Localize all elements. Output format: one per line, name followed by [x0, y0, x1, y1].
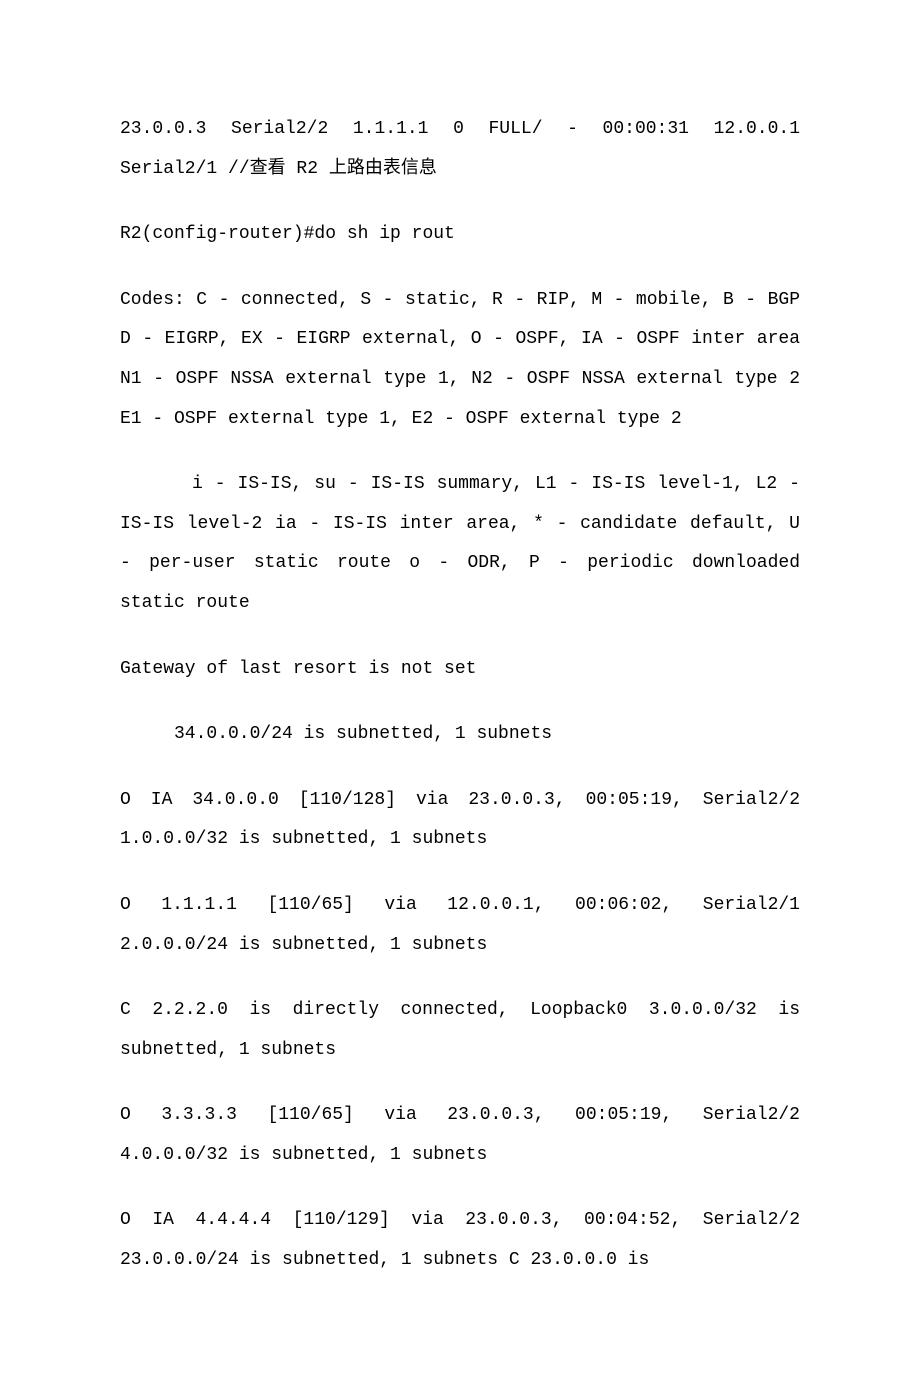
codes-block-2: i - IS-IS, su - IS-IS summary, L1 - IS-I…: [120, 465, 800, 623]
route-o-ia-4: O IA 4.4.4.4 [110/129] via 23.0.0.3, 00:…: [120, 1201, 800, 1280]
document-page: 23.0.0.3 Serial2/2 1.1.1.1 0 FULL/ - 00:…: [0, 0, 920, 1381]
route-o-ia-34: O IA 34.0.0.0 [110/128] via 23.0.0.3, 00…: [120, 781, 800, 860]
route-c-2: C 2.2.2.0 is directly connected, Loopbac…: [120, 991, 800, 1070]
command-line: R2(config-router)#do sh ip rout: [120, 215, 800, 255]
route-o-1: O 1.1.1.1 [110/65] via 12.0.0.1, 00:06:0…: [120, 886, 800, 965]
neighbor-line: 23.0.0.3 Serial2/2 1.1.1.1 0 FULL/ - 00:…: [120, 110, 800, 189]
subnet-34: 34.0.0.0/24 is subnetted, 1 subnets: [120, 715, 800, 755]
codes-block-1: Codes: C - connected, S - static, R - RI…: [120, 281, 800, 439]
gateway-line: Gateway of last resort is not set: [120, 650, 800, 690]
route-o-3: O 3.3.3.3 [110/65] via 23.0.0.3, 00:05:1…: [120, 1096, 800, 1175]
